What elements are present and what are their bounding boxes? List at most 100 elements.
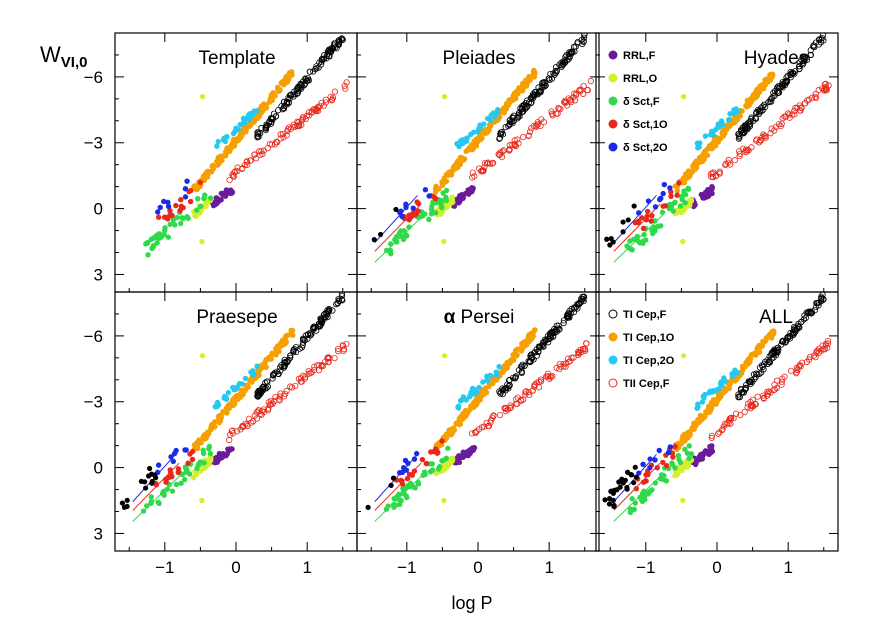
point-ti-cep-1o xyxy=(674,187,681,194)
point-tii-cep-f xyxy=(793,370,800,377)
point-ti-cep-f xyxy=(564,57,571,64)
point-tii-cep-f xyxy=(285,124,293,131)
point--sct-f xyxy=(407,480,414,487)
point-cluster xyxy=(153,475,159,481)
point-ti-cep-f xyxy=(323,55,330,62)
point-ti-cep-1o xyxy=(699,414,706,420)
point-cluster xyxy=(617,484,623,490)
point-tii-cep-f xyxy=(320,102,327,109)
point--sct-f xyxy=(174,214,180,221)
point-tii-cep-f xyxy=(244,422,251,430)
point-cluster xyxy=(607,242,613,248)
legend-marker xyxy=(608,142,618,152)
point-tii-cep-f xyxy=(283,132,290,139)
point-ti-cep-f xyxy=(277,364,284,371)
point-rrl-o xyxy=(449,196,456,203)
point-ti-cep-1o xyxy=(436,186,442,192)
point-ti-cep-1o xyxy=(501,105,507,111)
x-tick-label: 0 xyxy=(473,558,482,577)
point-ti-cep-f xyxy=(287,352,294,359)
point-tii-cep-f xyxy=(341,82,348,90)
point-cluster xyxy=(371,237,377,243)
point-rrl-f xyxy=(467,450,473,456)
point--sct-f xyxy=(207,195,214,201)
point-tii-cep-f xyxy=(258,148,265,155)
point-cluster xyxy=(620,229,626,235)
point-ti-cep-1o xyxy=(269,96,275,103)
point-ti-cep-f xyxy=(738,389,745,396)
point-ti-cep-f xyxy=(254,393,262,400)
panel-title: Pleiades xyxy=(443,48,516,69)
point--sct-f xyxy=(159,490,166,497)
point--sct-2o xyxy=(165,199,171,206)
point--sct-1o xyxy=(175,469,181,476)
point--sct-1o xyxy=(644,213,650,220)
point-ti-cep-f xyxy=(313,65,320,72)
point-ti-cep-1o xyxy=(283,73,290,80)
point-ti-cep-f xyxy=(512,373,520,380)
point-ti-cep-2o xyxy=(709,389,716,395)
point-ti-cep-f xyxy=(787,329,794,337)
x-axis-label: log P xyxy=(451,593,492,613)
point-ti-cep-1o xyxy=(283,333,289,340)
point-tii-cep-f xyxy=(290,121,297,128)
point-tii-cep-f xyxy=(579,345,587,352)
point-tii-cep-f xyxy=(560,363,567,370)
point-ti-cep-1o xyxy=(235,396,241,402)
point-ti-cep-f xyxy=(548,75,556,82)
point-ti-cep-f xyxy=(497,129,504,136)
point-tii-cep-f xyxy=(789,111,796,118)
point-ti-cep-1o xyxy=(194,442,201,449)
point-ti-cep-1o xyxy=(705,407,711,413)
point-ti-cep-f xyxy=(329,307,336,314)
point-tii-cep-f xyxy=(822,84,829,91)
point--sct-1o xyxy=(644,208,651,215)
point--sct-f xyxy=(688,451,695,457)
point--sct-1o xyxy=(173,202,179,209)
point--sct-f xyxy=(634,233,641,240)
x-tick-label: 1 xyxy=(302,558,311,577)
point-ti-cep-f xyxy=(756,107,763,114)
point-tii-cep-f xyxy=(322,99,329,106)
point-ti-cep-1o xyxy=(197,183,203,190)
legend-label: RRL,F xyxy=(623,50,656,62)
point--sct-f xyxy=(629,496,635,502)
y-tick-label: 3 xyxy=(94,524,103,543)
point--sct-f xyxy=(641,231,647,238)
point--sct-f xyxy=(145,252,151,258)
point-ti-cep-2o xyxy=(488,112,494,118)
point-cluster xyxy=(620,480,626,486)
point-cluster xyxy=(149,478,155,485)
point--sct-f xyxy=(162,225,168,231)
point-tii-cep-f xyxy=(748,403,756,410)
point--sct-1o xyxy=(167,207,173,214)
point--sct-f xyxy=(148,498,155,505)
point-ti-cep-f xyxy=(531,349,538,356)
point--sct-f xyxy=(410,484,417,490)
point--sct-f xyxy=(677,203,684,209)
point-ti-cep-2o xyxy=(493,111,499,117)
point-tii-cep-f xyxy=(582,347,589,354)
point--sct-f xyxy=(439,458,445,464)
point-ti-cep-f xyxy=(279,106,286,113)
point-tii-cep-f xyxy=(472,429,479,437)
point--sct-f xyxy=(638,496,644,503)
point-ti-cep-f xyxy=(294,87,301,94)
point-ti-cep-2o xyxy=(464,135,470,141)
point-rrl-f xyxy=(460,454,466,461)
point-ti-cep-f xyxy=(262,125,269,132)
point-ti-cep-1o xyxy=(468,403,474,409)
point--sct-2o xyxy=(157,204,163,211)
point-ti-cep-f xyxy=(815,41,822,48)
panel-title: α Persei xyxy=(444,307,515,328)
point-rrl-f xyxy=(709,448,716,455)
point-tii-cep-f xyxy=(468,430,476,437)
point--sct-2o xyxy=(636,210,642,216)
point-ti-cep-2o xyxy=(455,403,462,409)
point-ti-cep-2o xyxy=(735,370,741,376)
point--sct-f xyxy=(406,224,412,230)
point-tii-cep-f xyxy=(318,363,325,370)
point--sct-f xyxy=(150,243,157,249)
point--sct-1o xyxy=(404,475,411,482)
point-tii-cep-f xyxy=(812,93,819,100)
